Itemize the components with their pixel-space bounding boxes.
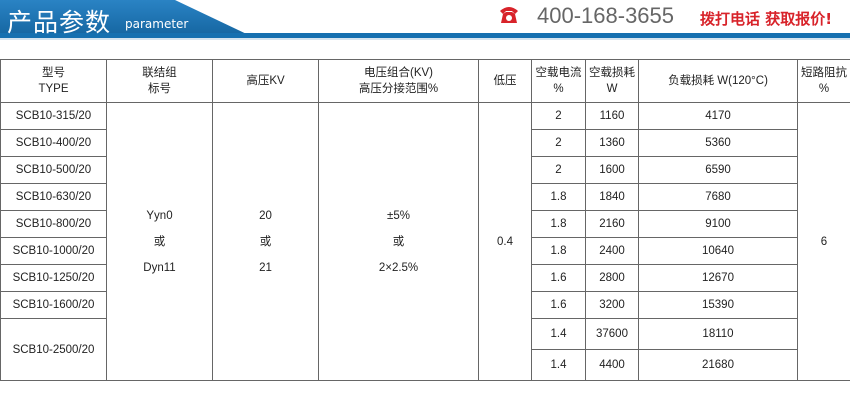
p0-cell: 2800 bbox=[585, 264, 639, 292]
connection-cell-line: 或 bbox=[153, 235, 166, 248]
hv-cell-line: 21 bbox=[259, 261, 272, 274]
p0-cell: 3200 bbox=[585, 291, 639, 319]
hv-cell-line: 或 bbox=[259, 235, 272, 248]
i0-cell: 2 bbox=[531, 102, 586, 130]
p0-cell: 2160 bbox=[585, 210, 639, 238]
column-header: 短路阻抗 % bbox=[797, 59, 850, 103]
model-cell: SCB10-1000/20 bbox=[0, 237, 107, 265]
p0-cell: 2400 bbox=[585, 237, 639, 265]
model-cell: SCB10-500/20 bbox=[0, 156, 107, 184]
hv-cell: 20 或 21 bbox=[212, 102, 319, 381]
p0-cell: 1840 bbox=[585, 183, 639, 211]
page-subtitle: parameter bbox=[125, 17, 189, 31]
column-header: 电压组合(KV) 高压分接范围% bbox=[318, 59, 479, 103]
column-header: 型号 TYPE bbox=[0, 59, 107, 103]
model-cell: SCB10-400/20 bbox=[0, 129, 107, 157]
call-to-action: 拨打电话 获取报价! bbox=[700, 10, 833, 28]
column-header: 空载损耗 W bbox=[585, 59, 639, 103]
page-title: 产品参数 bbox=[7, 8, 112, 37]
table-row: 1.4 4400 21680 bbox=[1, 349, 850, 381]
table-row: SCB10-800/20 1.8 2160 9100 bbox=[0, 210, 850, 238]
column-header: 低压 bbox=[478, 59, 532, 103]
pk-cell: 18110 bbox=[638, 318, 798, 350]
pk-cell: 10640 bbox=[638, 237, 798, 265]
tap-cell-line: 2×2.5% bbox=[378, 261, 419, 274]
connection-cell: Yyn0 或 Dyn11 bbox=[106, 102, 213, 381]
connection-cell-line: Yyn0 bbox=[146, 209, 173, 222]
pk-cell: 15390 bbox=[638, 291, 798, 319]
model-cell: SCB10-800/20 bbox=[0, 210, 107, 238]
i0-cell: 1.6 bbox=[531, 291, 586, 319]
table-row: SCB10-1000/20 1.8 2400 10640 bbox=[0, 237, 850, 265]
model-cell: SCB10-2500/20 bbox=[0, 318, 107, 381]
lv-cell: 0.4 bbox=[478, 102, 532, 381]
i0-cell: 1.8 bbox=[531, 237, 586, 265]
i0-cell: 2 bbox=[531, 156, 586, 184]
hv-cell-line: 20 bbox=[259, 209, 272, 222]
model-cell: SCB10-1250/20 bbox=[0, 264, 107, 292]
tap-cell-line: 或 bbox=[392, 235, 405, 248]
model-cell: SCB10-315/20 bbox=[0, 102, 107, 130]
connection-cell-line: Dyn11 bbox=[143, 261, 176, 274]
i0-cell: 1.4 bbox=[531, 318, 586, 350]
column-header: 空载电流 % bbox=[531, 59, 586, 103]
table-row: SCB10-630/20 1.8 1840 7680 bbox=[0, 183, 850, 211]
p0-cell: 4400 bbox=[585, 349, 639, 381]
pk-cell: 5360 bbox=[638, 129, 798, 157]
i0-cell: 1.8 bbox=[531, 183, 586, 211]
pk-cell: 4170 bbox=[638, 102, 798, 130]
column-header: 高压KV bbox=[212, 59, 319, 103]
p0-cell: 37600 bbox=[585, 318, 639, 350]
i0-cell: 2 bbox=[531, 129, 586, 157]
i0-cell: 1.6 bbox=[531, 264, 586, 292]
i0-cell: 1.4 bbox=[531, 349, 586, 381]
table-row: SCB10-1600/20 1.6 3200 15390 bbox=[0, 291, 850, 319]
table-row: SCB10-500/20 2 1600 6590 bbox=[0, 156, 850, 184]
header-rule-shadow bbox=[0, 38, 850, 40]
table-header-row: 型号 TYPE 联结组 标号 高压KV 电压组合(KV) 高压分接范围% 低压 空载电流 … bbox=[0, 59, 850, 103]
tap-cell: ±5% 或 2×2.5% bbox=[318, 102, 479, 381]
model-cell: SCB10-630/20 bbox=[0, 183, 107, 211]
pk-cell: 12670 bbox=[638, 264, 798, 292]
table-row: SCB10-1250/20 1.6 2800 12670 bbox=[0, 264, 850, 292]
header-rule bbox=[0, 33, 850, 38]
p0-cell: 1160 bbox=[585, 102, 639, 130]
pk-cell: 6590 bbox=[638, 156, 798, 184]
parameter-table: 型号 TYPE 联结组 标号 高压KV 电压组合(KV) 高压分接范围% 低压 空载电流 … bbox=[0, 59, 850, 381]
pk-cell: 21680 bbox=[638, 349, 798, 381]
column-header: 联结组 标号 bbox=[106, 59, 213, 103]
p0-cell: 1600 bbox=[585, 156, 639, 184]
phone-number[interactable]: 400-168-3655 bbox=[537, 3, 675, 28]
impedance-cell: 6 bbox=[797, 102, 850, 381]
p0-cell: 1360 bbox=[585, 129, 639, 157]
table-row: SCB10-315/20 Yyn0 或 Dyn11 20 或 21 ±5% 或 2×2.5% 0.4… bbox=[0, 102, 850, 381]
pk-cell: 9100 bbox=[638, 210, 798, 238]
i0-cell: 1.8 bbox=[531, 210, 586, 238]
table-row: SCB10-400/20 2 1360 5360 bbox=[0, 129, 850, 157]
model-cell: SCB10-1600/20 bbox=[0, 291, 107, 319]
tap-cell-line: ±5% bbox=[387, 209, 410, 222]
telephone-icon bbox=[500, 7, 518, 23]
column-header: 负载损耗 W(120°C) bbox=[638, 59, 798, 103]
pk-cell: 7680 bbox=[638, 183, 798, 211]
